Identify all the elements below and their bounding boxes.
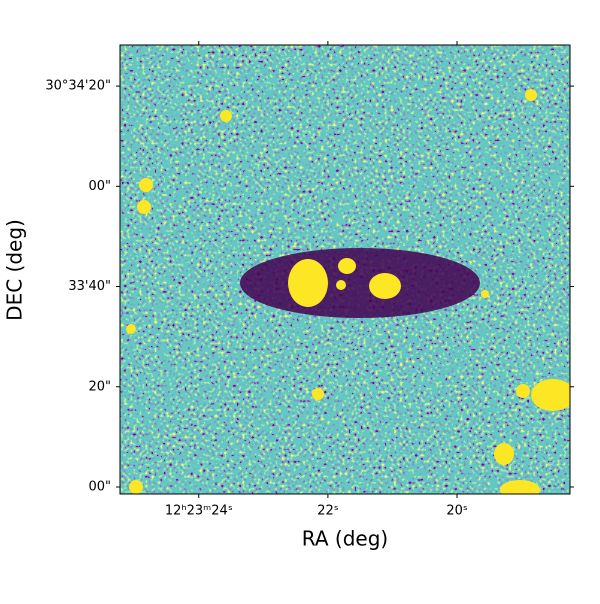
x-tick-label: 12ʰ23ᵐ24ˢ [165, 504, 233, 519]
y-tick-label: 33'40" [68, 279, 111, 294]
image [120, 45, 570, 494]
x-tick-label: 20ˢ [446, 504, 468, 519]
x-tick-label: 22ˢ [317, 504, 339, 519]
sources [126, 89, 570, 494]
y-tick-label: 30°34'20" [45, 79, 111, 94]
dark-halo [240, 248, 480, 318]
plot-frame [119, 44, 571, 495]
x-axis-label: RA (deg) [302, 527, 388, 551]
y-tick-label: 20" [88, 379, 111, 394]
y-tick-label: 00" [88, 179, 111, 194]
y-axis-label: DEC (deg) [3, 219, 27, 321]
y-tick-label: 00" [88, 479, 111, 494]
